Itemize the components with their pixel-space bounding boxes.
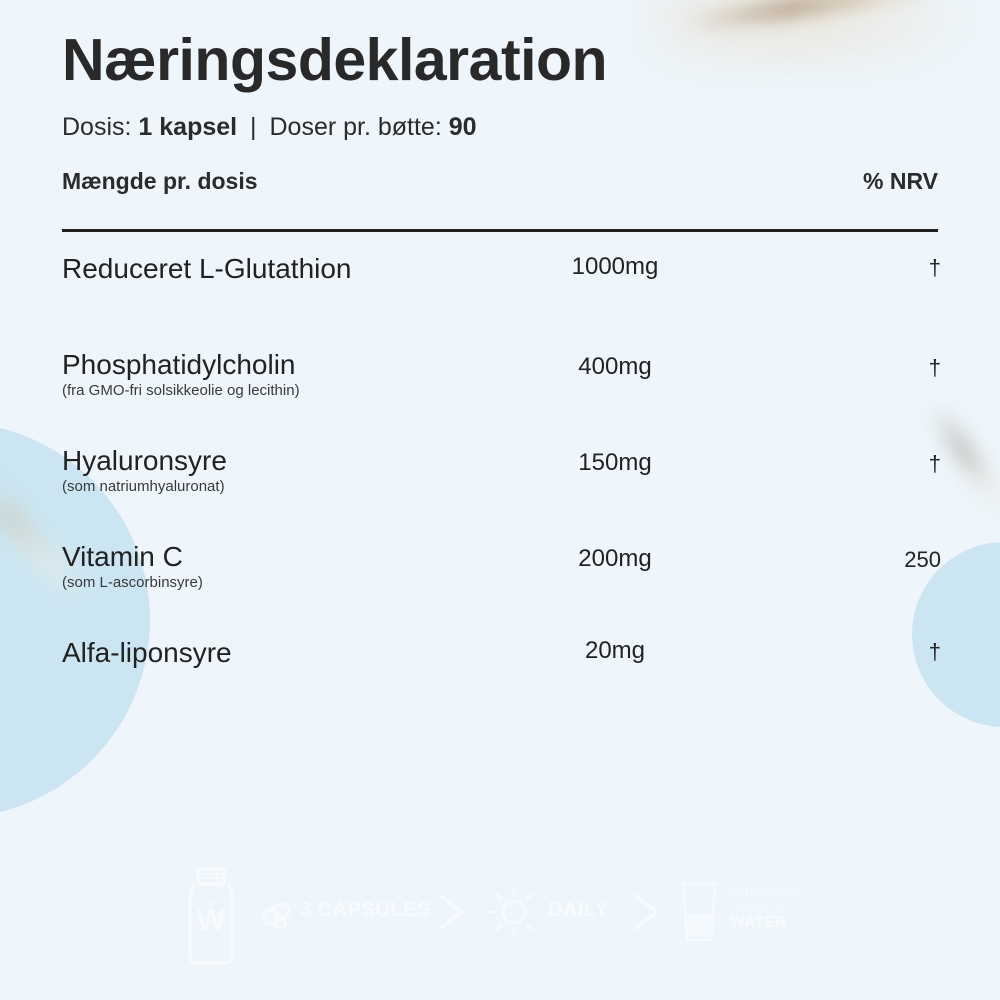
- svg-text:W: W: [197, 904, 226, 937]
